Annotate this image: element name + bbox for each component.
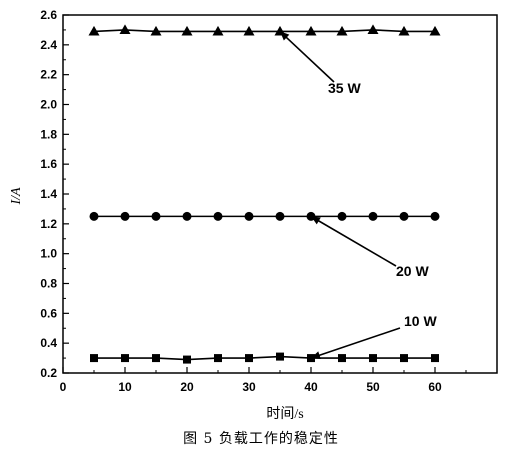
- data-point-triangle: [305, 25, 317, 36]
- y-tick-label: 2.4: [40, 38, 57, 52]
- x-tick-label: 40: [304, 380, 318, 394]
- data-point-triangle: [336, 25, 348, 36]
- y-tick-label: 2.2: [40, 68, 57, 82]
- x-tick-label: 0: [60, 380, 67, 394]
- current-stability-chart: 0 10 20 30 40 50 60 0.2 0.4 0.6 0.8 1.0 1.2 1.4 1.6 1.…: [9, 8, 498, 422]
- annotation-arrow-head: [280, 31, 290, 41]
- series-line: [94, 355, 435, 361]
- y-tick-label: 1.2: [40, 217, 57, 231]
- data-point-circle: [151, 211, 161, 221]
- data-point-circle: [430, 211, 440, 221]
- data-point-square: [400, 354, 408, 363]
- data-point-square: [152, 354, 160, 363]
- series-20w: [89, 211, 440, 221]
- y-tick-label: 1.6: [40, 157, 57, 171]
- data-point-square: [276, 352, 284, 361]
- data-point-square: [121, 354, 129, 363]
- data-point-circle: [89, 211, 99, 221]
- annotation-label: 10 W: [404, 313, 437, 329]
- data-point-triangle: [88, 25, 100, 36]
- data-point-square: [214, 354, 222, 363]
- annotation-arrow-line: [310, 215, 397, 267]
- data-point-circle: [182, 211, 192, 221]
- x-axis-ticks: 0 10 20 30 40 50 60: [60, 367, 467, 394]
- y-tick-label: 1.4: [40, 187, 57, 201]
- annotation-35w: 35 W: [279, 30, 361, 96]
- figure-caption: 图 5 负载工作的稳定性: [183, 431, 339, 447]
- annotation-arrow-line: [310, 327, 401, 359]
- y-tick-label: 0.8: [40, 277, 57, 291]
- y-tick-label: 0.2: [40, 366, 57, 380]
- data-point-circle: [275, 211, 285, 221]
- series-layer: [88, 24, 441, 364]
- x-tick-label: 20: [180, 380, 194, 394]
- y-tick-label: 0.6: [40, 306, 57, 320]
- data-point-circle: [244, 211, 254, 221]
- x-tick-label: 10: [118, 380, 132, 394]
- data-point-triangle: [150, 25, 162, 36]
- data-point-circle: [213, 211, 223, 221]
- x-axis-title: 时间/s: [266, 406, 303, 422]
- x-tick-label: 30: [242, 380, 256, 394]
- data-point-triangle: [243, 25, 255, 36]
- y-axis-ticks: 0.2 0.4 0.6 0.8 1.0 1.2 1.4 1.6 1.8 2.0 2.2 2.4 2.6: [40, 8, 69, 380]
- annotation-arrow-head: [311, 351, 321, 359]
- data-point-triangle: [212, 25, 224, 36]
- data-point-square: [183, 355, 191, 364]
- data-point-triangle: [119, 24, 131, 35]
- data-point-square: [245, 354, 253, 363]
- annotation-label: 35 W: [328, 80, 361, 96]
- data-point-square: [338, 354, 346, 363]
- data-point-square: [90, 354, 98, 363]
- data-point-circle: [120, 211, 130, 221]
- annotation-label: 20 W: [396, 263, 429, 279]
- y-tick-label: 2.0: [40, 98, 57, 112]
- annotation-arrow-head: [311, 216, 321, 225]
- annotation-layer: 35 W 20 W 10 W: [279, 30, 437, 359]
- series-10w: [90, 352, 439, 364]
- series-35w: [88, 24, 441, 36]
- x-tick-label: 60: [428, 380, 442, 394]
- series-line: [93, 29, 435, 33]
- y-tick-label: 1.0: [40, 247, 57, 261]
- annotation-20w: 20 W: [310, 215, 429, 279]
- y-tick-label: 2.6: [40, 8, 57, 22]
- y-axis-title: I/A: [9, 187, 24, 206]
- data-point-square: [369, 354, 377, 363]
- data-point-triangle: [398, 25, 410, 36]
- data-point-triangle: [367, 24, 379, 35]
- data-point-circle: [399, 211, 409, 221]
- annotation-arrow-line: [279, 30, 335, 83]
- data-point-circle: [337, 211, 347, 221]
- data-point-triangle: [429, 25, 441, 36]
- y-tick-label: 1.8: [40, 127, 57, 141]
- x-tick-label: 50: [366, 380, 380, 394]
- data-point-circle: [368, 211, 378, 221]
- y-tick-label: 0.4: [40, 336, 57, 350]
- data-point-square: [431, 354, 439, 363]
- data-point-triangle: [181, 25, 193, 36]
- annotation-10w: 10 W: [310, 313, 437, 359]
